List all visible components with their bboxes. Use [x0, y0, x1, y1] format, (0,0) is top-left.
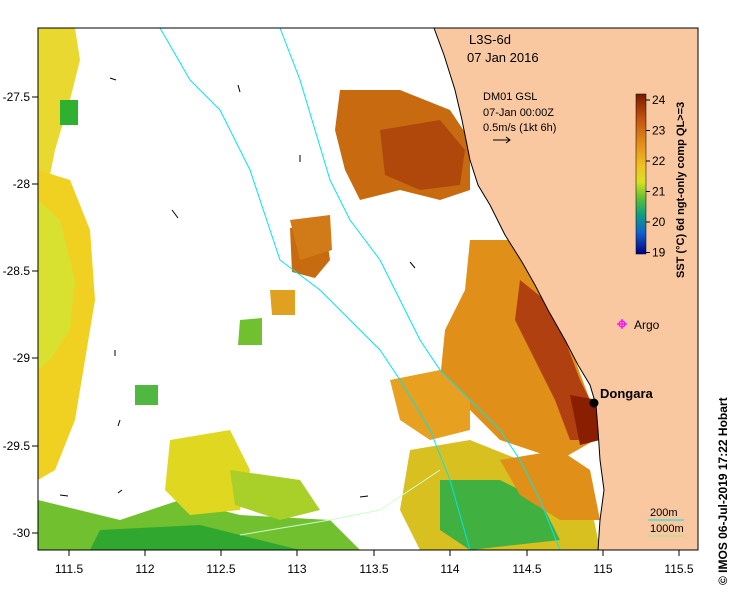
colorbar-tick-label: 23	[652, 124, 666, 138]
argo-label: Argo	[634, 318, 660, 332]
x-tick-label: 113	[287, 562, 306, 576]
plot-frame	[37, 27, 699, 551]
colorbar-ticks: 24 23 22 21 20 19	[646, 93, 666, 260]
isobath-200m	[279, 27, 561, 551]
y-tick-label: -29	[13, 351, 31, 365]
y-axis: -27.5 -28 -28.5 -29 -29.5 -30	[3, 90, 38, 540]
legend-200m: 200m	[650, 507, 678, 519]
current-vectors	[59, 77, 416, 498]
scale-arrowhead-icon	[505, 136, 511, 144]
x-tick-label: 111.5	[55, 562, 84, 576]
current-source: DM01 GSL	[483, 91, 537, 103]
y-tick-label: -30	[13, 526, 31, 540]
x-tick-label: 115	[593, 562, 612, 576]
dongara-label: Dongara	[600, 386, 654, 401]
sst-field	[38, 28, 600, 550]
x-tick-label: 113.5	[359, 562, 388, 576]
isobath-south	[239, 469, 441, 536]
x-tick-label: 112	[135, 562, 154, 576]
title-date: 07 Jan 2016	[467, 50, 539, 65]
y-tick-label: -27.5	[3, 90, 31, 104]
colorbar-tick-label: 22	[652, 154, 666, 168]
y-tick-label: -29.5	[3, 439, 31, 453]
colorbar-tick-label: 21	[652, 185, 666, 199]
colorbar-tick-label: 19	[652, 246, 666, 260]
y-tick-label: -28.5	[3, 264, 31, 278]
legend-1000m: 1000m	[650, 523, 684, 535]
x-tick-label: 115.5	[664, 562, 693, 576]
y-tick-label: -28	[13, 177, 31, 191]
x-tick-label: 114	[440, 562, 459, 576]
x-tick-label: 112.5	[206, 562, 235, 576]
colorbar-tick-label: 24	[652, 93, 666, 107]
x-tick-label: 114.5	[512, 562, 541, 576]
title-product: L3S-6d	[469, 32, 511, 47]
current-scale: 0.5m/s (1kt 6h)	[483, 122, 556, 134]
colorbar-label: SST (°C) 6d ngt-only comp QL>=3	[675, 102, 687, 278]
current-timestamp: 07-Jan 00:00Z	[483, 107, 554, 119]
argo-marker-icon	[617, 319, 627, 329]
isobath-1000m	[159, 27, 471, 551]
colorbar-tick-label: 20	[652, 215, 666, 229]
colorbar	[635, 93, 647, 255]
dongara-marker	[589, 398, 599, 408]
x-axis: 111.5 112 112.5 113 113.5 114 114.5 115 115.5	[55, 550, 694, 576]
credit-text: © IMOS 06-Jul-2019 17:22 Hobart	[716, 397, 730, 585]
land-mass	[433, 27, 699, 551]
